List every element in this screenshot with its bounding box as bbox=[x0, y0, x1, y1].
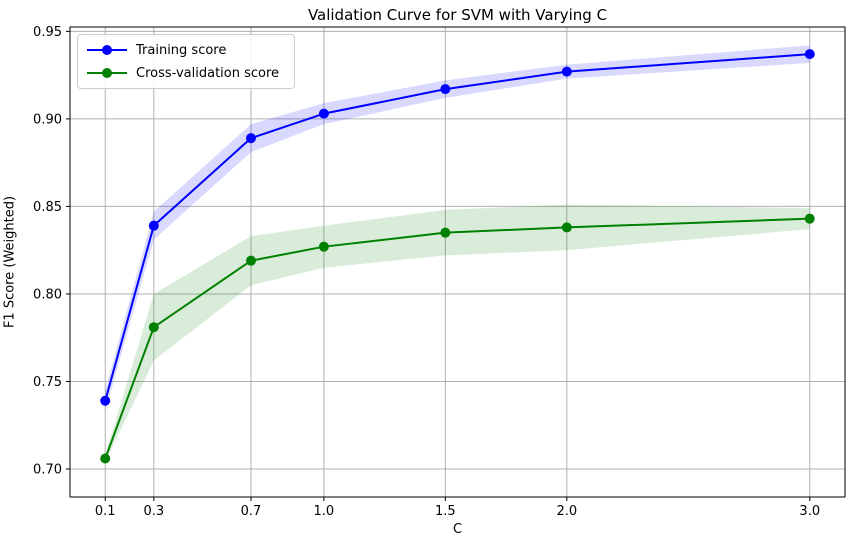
legend-label: Training score bbox=[136, 42, 227, 58]
data-point-marker bbox=[318, 108, 329, 119]
legend-label: Cross-validation score bbox=[136, 65, 280, 81]
legend-line-marker-icon bbox=[87, 44, 127, 56]
y-tick-label: 0.95 bbox=[33, 25, 62, 40]
data-point-marker bbox=[148, 220, 159, 231]
std-band bbox=[105, 204, 810, 462]
y-tick-label: 0.70 bbox=[33, 462, 62, 477]
y-tick-label: 0.75 bbox=[33, 375, 62, 390]
x-tick-label: 0.3 bbox=[143, 504, 164, 519]
data-point-marker bbox=[561, 66, 572, 77]
x-tick-label: 1.5 bbox=[435, 504, 456, 519]
data-point-marker bbox=[245, 255, 256, 266]
legend: Training score Cross-validation score bbox=[77, 34, 295, 89]
data-point-marker bbox=[440, 227, 451, 238]
data-point-marker bbox=[100, 395, 111, 406]
x-axis-label: C bbox=[452, 522, 463, 537]
std-band bbox=[105, 45, 810, 412]
x-tick-label: 0.1 bbox=[95, 504, 116, 519]
x-tick-label: 3.0 bbox=[799, 504, 820, 519]
chart-title: Validation Curve for SVM with Varying C bbox=[307, 6, 608, 24]
y-tick-label: 0.85 bbox=[33, 200, 62, 215]
data-point-marker bbox=[440, 84, 451, 95]
data-point-marker bbox=[561, 222, 572, 233]
legend-item-training-score: Training score bbox=[87, 41, 285, 59]
x-tick-label: 1.0 bbox=[314, 504, 335, 519]
x-tick-label: 0.7 bbox=[241, 504, 262, 519]
y-tick-label: 0.90 bbox=[33, 112, 62, 127]
y-axis-label: F1 Score (Weighted) bbox=[2, 195, 18, 329]
y-tick-label: 0.80 bbox=[33, 287, 62, 302]
data-point-marker bbox=[318, 241, 329, 252]
data-point-marker bbox=[148, 322, 159, 333]
data-point-marker bbox=[804, 213, 815, 224]
x-tick-label: 2.0 bbox=[556, 504, 577, 519]
legend-line-marker-icon bbox=[87, 67, 127, 79]
data-point-marker bbox=[804, 49, 815, 60]
legend-item-cross-validation-score: Cross-validation score bbox=[87, 64, 285, 82]
data-point-marker bbox=[100, 453, 111, 464]
data-point-marker bbox=[245, 133, 256, 144]
axes-spines bbox=[69, 26, 846, 498]
